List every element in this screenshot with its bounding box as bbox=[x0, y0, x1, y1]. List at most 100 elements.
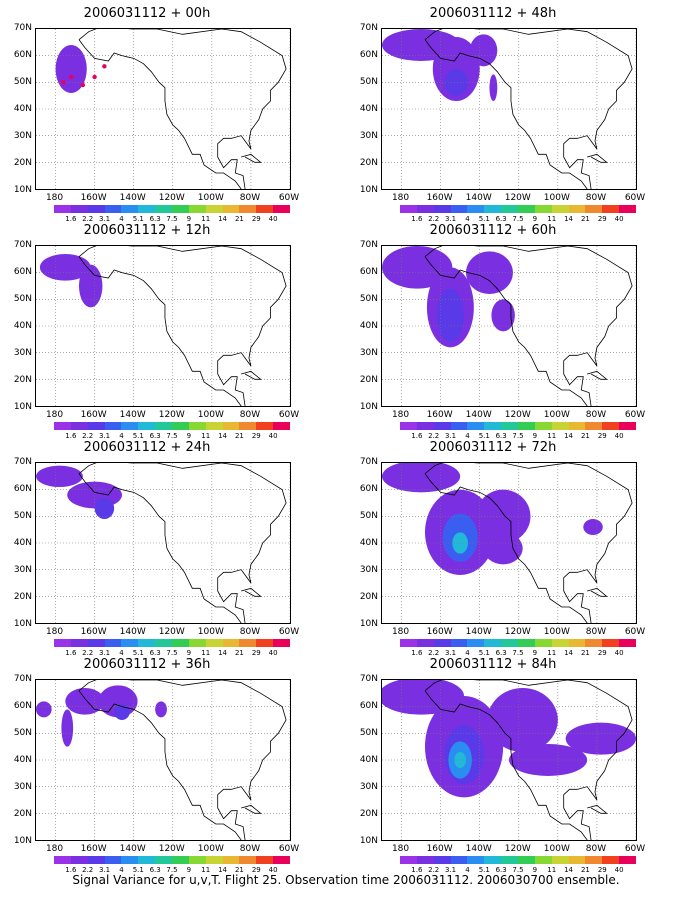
y-tick-label: 50N bbox=[13, 511, 32, 521]
colorbar-label: 1.6 bbox=[65, 432, 77, 440]
y-tick-label: 50N bbox=[359, 511, 378, 521]
colorbar-label: 2.2 bbox=[82, 866, 94, 874]
colorbar-swatch bbox=[433, 205, 451, 213]
colorbar-swatch bbox=[222, 422, 240, 430]
colorbar-swatch bbox=[568, 856, 586, 864]
y-tick-label: 20N bbox=[359, 809, 378, 819]
colorbar-swatch bbox=[484, 856, 502, 864]
colorbar-swatch bbox=[534, 639, 552, 647]
colorbar-swatch bbox=[172, 639, 189, 647]
map-frame bbox=[35, 245, 291, 407]
variance-region bbox=[155, 701, 167, 718]
x-tick-label: 100W bbox=[197, 627, 224, 637]
colorbar-label: 11 bbox=[201, 649, 211, 657]
x-tick-label: 160W bbox=[426, 844, 453, 854]
colorbar-swatch bbox=[501, 422, 519, 430]
colorbar-label: 21 bbox=[234, 432, 244, 440]
colorbar-swatch bbox=[484, 639, 502, 647]
colorbar-swatch bbox=[155, 856, 173, 864]
colorbar-label: 40 bbox=[268, 215, 278, 223]
y-tick-label: 30N bbox=[359, 131, 378, 141]
variance-region bbox=[509, 744, 588, 776]
colorbar-label: 2.2 bbox=[428, 215, 440, 223]
coastline bbox=[78, 256, 242, 406]
map-frame bbox=[381, 679, 637, 841]
colorbar-label: 1.6 bbox=[65, 866, 77, 874]
y-tick-label: 40N bbox=[359, 538, 378, 548]
colorbar-label: 14 bbox=[564, 649, 574, 657]
variance-region bbox=[67, 481, 122, 509]
colorbar-swatch bbox=[54, 422, 71, 430]
colorbar-swatch bbox=[273, 422, 291, 430]
colorbar-label: 6.3 bbox=[149, 866, 161, 874]
variance-region bbox=[491, 299, 515, 332]
colorbar-label: 4 bbox=[119, 215, 124, 223]
colorbar-swatch bbox=[256, 205, 274, 213]
colorbar-label: 14 bbox=[564, 432, 574, 440]
colorbar-swatch bbox=[87, 205, 105, 213]
colorbar-label: 40 bbox=[614, 866, 624, 874]
colorbar-label: 11 bbox=[201, 215, 211, 223]
coastline bbox=[78, 246, 287, 406]
panel-title: 2006031112 + 60h bbox=[429, 223, 557, 238]
colorbar bbox=[400, 856, 637, 864]
variance-region bbox=[487, 688, 558, 752]
colorbar-swatch bbox=[534, 205, 552, 213]
y-tick-label: 10N bbox=[359, 185, 378, 195]
coastline bbox=[587, 804, 608, 814]
x-tick-label: 140W bbox=[465, 844, 492, 854]
colorbar-swatch bbox=[467, 856, 485, 864]
y-tick-label: 70N bbox=[13, 457, 32, 467]
colorbar-swatch bbox=[450, 856, 468, 864]
colorbar-label: 4 bbox=[465, 432, 470, 440]
colorbar-label: 7.5 bbox=[512, 432, 524, 440]
colorbar-label: 3.1 bbox=[98, 215, 111, 223]
map-frame bbox=[35, 28, 291, 190]
y-tick-label: 30N bbox=[359, 565, 378, 575]
colorbar-label: 4 bbox=[465, 649, 470, 657]
x-tick-label: 120W bbox=[504, 844, 531, 854]
colorbar-swatch bbox=[416, 205, 434, 213]
colorbar-swatch bbox=[602, 856, 620, 864]
colorbar-label: 3.1 bbox=[444, 215, 457, 223]
coastline bbox=[78, 690, 242, 840]
colorbar-label: 2.2 bbox=[428, 866, 440, 874]
panel-title: 2006031112 + 12h bbox=[83, 223, 211, 238]
colorbar-label: 29 bbox=[597, 649, 607, 657]
colorbar-swatch bbox=[172, 422, 189, 430]
colorbar-swatch bbox=[205, 639, 223, 647]
y-tick-label: 40N bbox=[13, 755, 32, 765]
x-tick-label: 140W bbox=[119, 627, 146, 637]
observation-point bbox=[92, 74, 97, 80]
y-tick-label: 10N bbox=[13, 619, 32, 629]
colorbar-swatch bbox=[501, 639, 519, 647]
x-tick-label: 60W bbox=[624, 627, 646, 637]
coastline bbox=[424, 246, 633, 406]
x-tick-label: 140W bbox=[465, 193, 492, 203]
y-tick-label: 20N bbox=[13, 158, 32, 168]
forecast-panel: 2006031112 + 48h 70N 60N 50N 40N 30N 20N 10N 180… bbox=[348, 6, 645, 223]
colorbar-swatch bbox=[400, 856, 417, 864]
colorbar-label: 5.1 bbox=[478, 649, 490, 657]
colorbar-label: 6.3 bbox=[495, 649, 507, 657]
map-plot bbox=[36, 29, 290, 189]
colorbar-label: 21 bbox=[234, 866, 244, 874]
colorbar-swatch bbox=[172, 856, 189, 864]
y-tick-label: 40N bbox=[13, 538, 32, 548]
y-tick-label: 60N bbox=[13, 50, 32, 60]
colorbar bbox=[54, 422, 291, 430]
colorbar-label: 9 bbox=[532, 432, 538, 440]
colorbar-swatch bbox=[518, 422, 535, 430]
colorbar-label: 40 bbox=[268, 432, 278, 440]
x-tick-label: 80W bbox=[585, 193, 607, 203]
colorbar-swatch bbox=[70, 422, 88, 430]
y-tick-label: 60N bbox=[359, 50, 378, 60]
colorbar-label: 7.5 bbox=[166, 215, 178, 223]
x-tick-label: 60W bbox=[624, 193, 646, 203]
coastline bbox=[424, 256, 588, 406]
panel-title: 2006031112 + 00h bbox=[83, 6, 211, 21]
y-tick-label: 20N bbox=[13, 592, 32, 602]
colorbar-swatch bbox=[602, 205, 620, 213]
coastline bbox=[424, 463, 633, 623]
colorbar-label: 5.1 bbox=[132, 649, 144, 657]
